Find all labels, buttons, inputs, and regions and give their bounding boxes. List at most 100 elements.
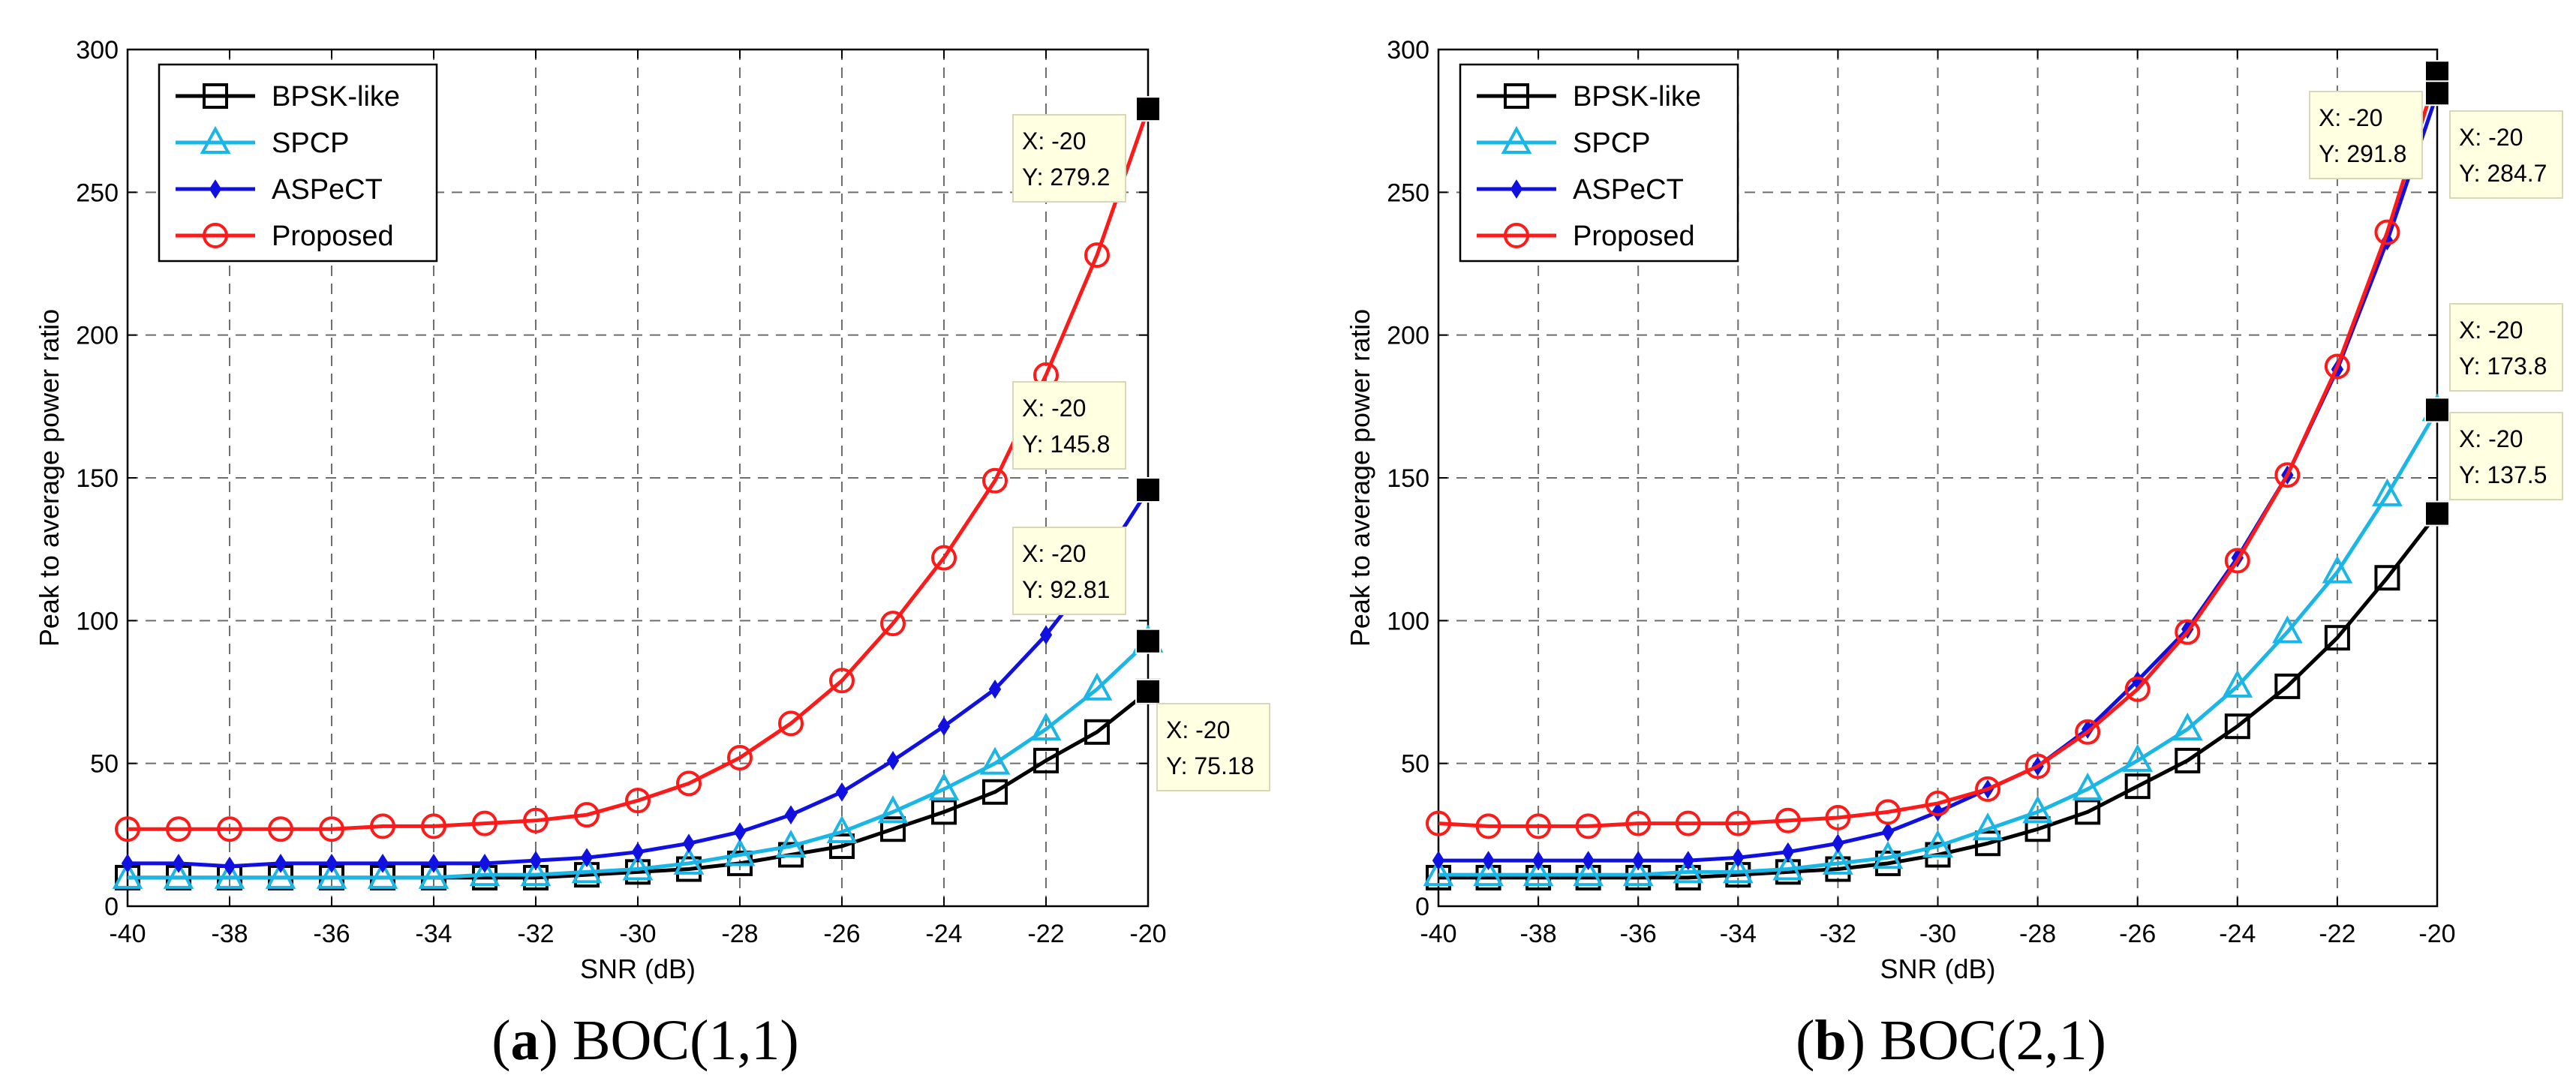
legend-item: Proposed [176, 221, 394, 252]
data-point [112, 860, 143, 889]
x-tick-labels: -40 -38 -36 -34 -32 -30 -28 -26 -24 -22 -20 [1420, 920, 2455, 948]
data-point [1030, 712, 1062, 740]
data-point [1575, 813, 1601, 839]
data-point [982, 779, 1008, 805]
y-axis-label: Peak to average power ratio [1345, 309, 1375, 647]
data-point [2175, 747, 2201, 773]
data-point [1825, 804, 1851, 830]
datatip-annotation: X: -20 Y: 75.18 [1135, 678, 1270, 791]
x-tick-label: -32 [517, 920, 554, 948]
legend-item: SPCP [1477, 125, 1650, 159]
data-point [1673, 855, 1704, 884]
data-point [2072, 772, 2103, 800]
data-point [829, 668, 855, 694]
data-point [2022, 795, 2053, 824]
datatip-x: X: -20 [1022, 540, 1086, 567]
datatip-y: Y: 173.8 [2459, 353, 2547, 380]
y-tick-labels: 0 50 100 150 200 250 300 [76, 36, 119, 921]
data-point [2324, 625, 2350, 651]
data-point [931, 545, 957, 571]
datatip-marker [1135, 96, 1161, 122]
legend-marker [1501, 125, 1532, 154]
datatip-annotation: X: -20 Y: 145.8 [1012, 381, 1161, 503]
legend-label: BPSK-like [272, 81, 400, 113]
legend-label: ASPeCT [1573, 174, 1684, 206]
legend: BPSK-like SPCP ASPeCT Proposed [1459, 63, 1739, 263]
axes-frame [1437, 48, 2439, 908]
data-point [2122, 743, 2154, 772]
data-point [166, 816, 191, 842]
x-tick-label: -30 [619, 920, 656, 948]
legend-item: ASPeCT [176, 174, 383, 206]
data-point [1722, 855, 1754, 884]
datatip-y: Y: 284.7 [2459, 160, 2547, 187]
data-point [2374, 565, 2400, 591]
x-tick-label: -20 [2418, 920, 2455, 948]
x-tick-label: -38 [211, 920, 248, 948]
datatip-box [1012, 381, 1126, 470]
y-tick-label: 250 [1387, 179, 1429, 207]
data-point [2075, 799, 2101, 825]
data-point [937, 716, 951, 737]
data-point [427, 854, 440, 873]
x-tick-label: -24 [2219, 920, 2256, 948]
series-line [128, 639, 1150, 880]
legend-marker [209, 179, 222, 199]
series-line [1438, 72, 2439, 828]
caption-open-paren: ( [491, 1009, 510, 1072]
series-proposed [1426, 60, 2450, 839]
legend-label: BPSK-like [1573, 81, 1701, 113]
legend-marker [203, 223, 228, 248]
data-point [1975, 830, 2001, 857]
legend-marker [200, 125, 231, 154]
data-point [880, 816, 906, 842]
data-point [1872, 841, 1904, 869]
data-point [622, 852, 654, 881]
datatip-box [1012, 527, 1126, 615]
x-tick-label: -40 [1420, 920, 1456, 948]
grid-lines [128, 50, 1148, 906]
caption-letter: b [1814, 1009, 1846, 1072]
data-point [682, 833, 696, 854]
data-point [928, 772, 960, 800]
data-point [370, 813, 395, 839]
data-point [214, 860, 245, 889]
datatip-x: X: -20 [1022, 128, 1086, 155]
series-spcp [1423, 393, 2453, 887]
data-point [1573, 857, 1604, 887]
x-tick-label: -36 [313, 920, 350, 948]
legend-marker [203, 83, 228, 109]
y-tick-label: 150 [1387, 464, 1429, 493]
legend-marker [1504, 223, 1529, 248]
datatip-annotation: X: -20 Y: 291.8 [2309, 60, 2450, 179]
x-tick-label: -34 [1720, 920, 1757, 948]
data-point [316, 860, 347, 889]
x-tick-labels: -40 -38 -36 -34 -32 -30 -28 -26 -24 -22 -20 [109, 920, 1166, 948]
chart-panel-a: -40 -38 -36 -34 -32 -30 -28 -26 -24 -22 -20 0 50 100 1… [34, 36, 1270, 1072]
y-tick-label: 200 [1387, 322, 1429, 350]
datatip-y: Y: 291.8 [2319, 140, 2406, 167]
data-point [1823, 846, 1853, 875]
data-point [529, 851, 543, 870]
chart-panel-b: -40 -38 -36 -34 -32 -30 -28 -26 -24 -22 -20 0 50 100 1… [1345, 36, 2563, 1072]
data-point [325, 854, 338, 873]
x-tick-label: -28 [2019, 920, 2056, 948]
x-tick-label: -34 [415, 920, 452, 948]
data-point [2274, 673, 2301, 699]
data-point [727, 745, 753, 771]
data-point [367, 860, 398, 889]
datatip-marker [2424, 80, 2450, 107]
x-tick-label: -26 [823, 920, 860, 948]
y-tick-label: 150 [76, 464, 119, 493]
x-tick-label: -24 [925, 920, 962, 948]
data-point [829, 833, 855, 860]
data-point [580, 848, 594, 868]
data-point [877, 795, 909, 824]
datatip-box [2449, 303, 2563, 392]
data-point [1931, 802, 1944, 822]
x-tick-label: -22 [1027, 920, 1064, 948]
x-axis-label: SNR (dB) [580, 953, 696, 984]
legend-label: SPCP [272, 128, 349, 159]
caption-text: BOC(1,1) [573, 1009, 799, 1072]
data-point [2172, 712, 2203, 740]
